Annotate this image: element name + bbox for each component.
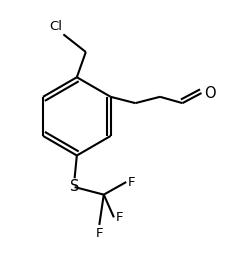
Text: F: F bbox=[128, 175, 135, 189]
Text: S: S bbox=[70, 180, 79, 195]
Text: Cl: Cl bbox=[49, 20, 62, 33]
Text: O: O bbox=[203, 85, 215, 101]
Text: F: F bbox=[95, 227, 103, 240]
Text: F: F bbox=[115, 211, 123, 224]
